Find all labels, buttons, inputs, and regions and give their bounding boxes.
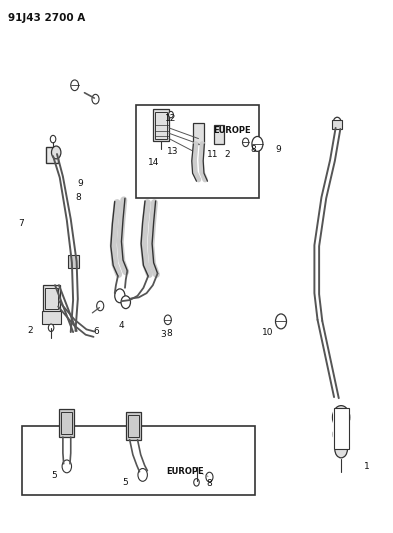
Text: 13: 13 bbox=[167, 148, 179, 156]
Bar bbox=[43, 285, 60, 312]
Bar bbox=[332, 120, 342, 129]
Bar bbox=[155, 112, 167, 139]
Bar bbox=[128, 415, 139, 437]
Circle shape bbox=[275, 314, 286, 329]
Circle shape bbox=[242, 138, 249, 147]
Circle shape bbox=[252, 136, 263, 151]
Text: EUROPE: EUROPE bbox=[213, 126, 251, 135]
Text: 2: 2 bbox=[224, 150, 230, 159]
Bar bbox=[68, 255, 79, 268]
Text: 3: 3 bbox=[160, 330, 166, 338]
Text: 8: 8 bbox=[166, 329, 172, 337]
Bar bbox=[59, 409, 74, 437]
Bar bbox=[22, 426, 255, 495]
Circle shape bbox=[92, 94, 99, 104]
Circle shape bbox=[206, 472, 213, 482]
Text: 91J43 2700 A: 91J43 2700 A bbox=[8, 13, 85, 23]
Circle shape bbox=[121, 296, 130, 309]
Circle shape bbox=[71, 80, 79, 91]
Bar bbox=[42, 311, 61, 324]
Circle shape bbox=[333, 117, 341, 128]
Bar bbox=[126, 412, 141, 440]
Bar bbox=[61, 412, 72, 434]
Circle shape bbox=[333, 424, 349, 445]
Text: 9: 9 bbox=[78, 180, 83, 188]
Text: 8: 8 bbox=[251, 145, 256, 154]
Bar bbox=[46, 147, 58, 163]
Text: 7: 7 bbox=[18, 220, 24, 228]
Circle shape bbox=[48, 324, 54, 332]
Text: 5: 5 bbox=[122, 478, 128, 487]
Text: 8: 8 bbox=[206, 479, 212, 488]
Circle shape bbox=[50, 135, 56, 143]
Bar bbox=[45, 288, 58, 309]
Circle shape bbox=[164, 315, 171, 325]
Text: 6: 6 bbox=[94, 327, 99, 336]
Text: 5: 5 bbox=[51, 471, 57, 480]
Bar bbox=[153, 109, 169, 141]
Circle shape bbox=[115, 289, 125, 303]
Circle shape bbox=[332, 406, 350, 429]
Text: 10: 10 bbox=[261, 328, 273, 336]
Text: 12: 12 bbox=[165, 114, 176, 123]
Circle shape bbox=[138, 469, 147, 481]
Circle shape bbox=[62, 460, 72, 473]
Circle shape bbox=[194, 479, 199, 486]
Circle shape bbox=[97, 301, 104, 311]
Text: 14: 14 bbox=[148, 158, 159, 167]
Bar bbox=[333, 408, 349, 450]
Circle shape bbox=[169, 111, 173, 118]
Circle shape bbox=[51, 146, 61, 159]
Bar bbox=[136, 105, 259, 198]
Bar bbox=[334, 408, 349, 449]
Text: 11: 11 bbox=[206, 150, 218, 159]
Text: 8: 8 bbox=[76, 193, 81, 201]
Circle shape bbox=[335, 441, 347, 458]
Text: 2: 2 bbox=[28, 326, 33, 335]
Text: 1: 1 bbox=[364, 462, 369, 471]
Text: 4: 4 bbox=[118, 321, 124, 329]
Text: 9: 9 bbox=[275, 145, 281, 154]
Bar bbox=[214, 125, 224, 144]
Bar bbox=[193, 123, 204, 144]
Text: EUROPE: EUROPE bbox=[166, 467, 204, 476]
